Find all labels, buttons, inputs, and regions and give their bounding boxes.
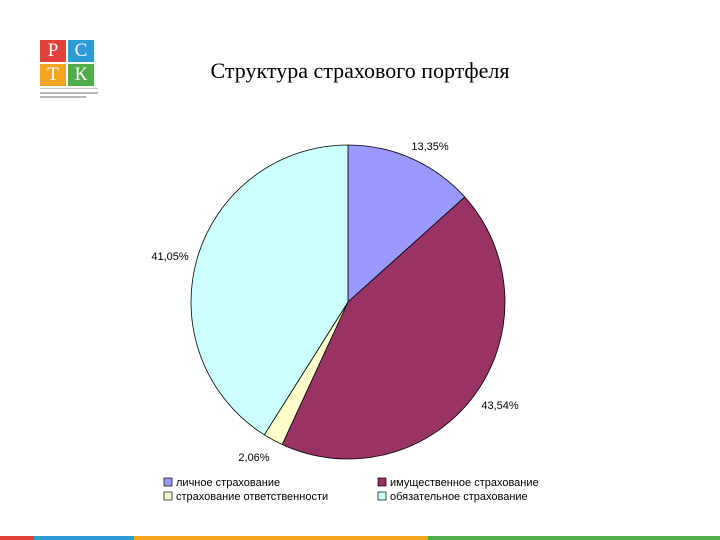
company-logo: Р С Т К	[40, 40, 98, 102]
slice-data-label: 43,54%	[481, 400, 519, 412]
logo-letter-4: К	[68, 64, 94, 86]
logo-tagline	[40, 88, 98, 101]
chart-title: Структура страхового портфеля	[210, 58, 510, 83]
footer-segment	[134, 536, 428, 540]
legend-swatch	[163, 491, 173, 501]
legend-swatch	[163, 477, 173, 487]
slice-data-label: 41,05%	[151, 251, 189, 263]
footer-color-bar	[0, 536, 720, 540]
footer-segment	[428, 536, 720, 540]
chart-legend: личное страхование имущественное страхова…	[163, 477, 539, 503]
pie-slice	[190, 144, 349, 436]
logo-letter-1: Р	[40, 40, 66, 62]
footer-segment	[0, 536, 34, 540]
legend-swatch	[377, 491, 387, 501]
legend-swatch	[377, 477, 387, 487]
logo-letter-2: С	[68, 40, 94, 62]
slice-data-label: 13,35%	[411, 141, 449, 153]
logo-letter-3: Т	[40, 64, 66, 86]
pie-slice	[281, 196, 506, 460]
pie-slices	[190, 144, 506, 460]
slice-data-label: 2,06%	[238, 452, 269, 464]
legend-label: имущественное страхование	[390, 477, 539, 489]
pie-slice	[347, 144, 466, 303]
footer-segment	[34, 536, 134, 540]
legend-label: страхование ответственности	[176, 491, 328, 503]
slice-labels: 13,35% 43,54% 2,06% 41,05%	[151, 141, 519, 464]
legend-label: обязательное страхование	[390, 491, 528, 503]
legend-label: личное страхование	[176, 477, 280, 489]
